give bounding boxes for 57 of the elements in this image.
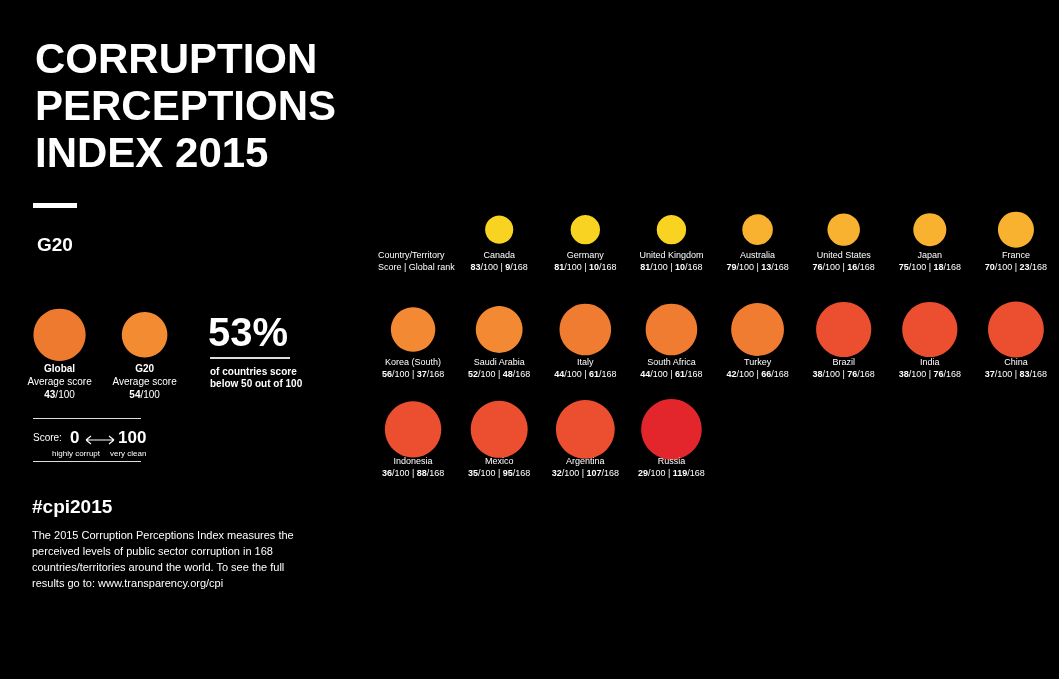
category-label: Australia xyxy=(740,249,776,260)
data-label: 44/100 | 61/168 xyxy=(640,368,703,379)
text: Score | Global rank xyxy=(378,261,456,272)
text: 0 xyxy=(70,428,80,447)
text: G20 xyxy=(135,363,155,375)
data-label: 81/100 | 10/168 xyxy=(554,261,617,272)
text: Country/Territory xyxy=(378,249,446,260)
data-label: 70/100 | 23/168 xyxy=(984,261,1048,272)
category-label: Brazil xyxy=(832,356,855,367)
category-label: South Africa xyxy=(647,356,696,367)
category-label: Mexico xyxy=(484,456,514,467)
category-label: China xyxy=(1004,356,1028,367)
category-label: Indonesia xyxy=(393,456,433,467)
category-label: Turkey xyxy=(743,356,772,367)
category-label: Germany xyxy=(566,249,605,260)
category-label: Korea (South) xyxy=(385,356,442,367)
data-label: 81/100 | 10/168 xyxy=(640,261,703,272)
data-label: 75/100 | 18/168 xyxy=(898,261,962,272)
data-label: 36/100 | 88/168 xyxy=(381,468,445,479)
text: Score: xyxy=(33,431,62,443)
category-label: United States xyxy=(816,249,872,260)
category-label: France xyxy=(1001,249,1030,260)
category-label: Argentina xyxy=(566,456,605,467)
text: 53% xyxy=(208,310,289,354)
category-label: Canada xyxy=(483,249,515,260)
text: The 2015 Corruption Perceptions Index measures the perceived levels of public sector corruption in 168 countries/territories around the world. To see the full results go to: www.transparency.org/cpi xyxy=(32,529,294,589)
text: Average score xyxy=(112,376,177,388)
data-label: 38/100 | 76/168 xyxy=(812,368,875,379)
data-label: 79/100 | 13/168 xyxy=(726,261,789,272)
category-label: Italy xyxy=(577,356,595,367)
category-label: United Kingdom xyxy=(639,249,704,260)
text: very clean xyxy=(110,448,147,458)
data-label: 52/100 | 48/168 xyxy=(467,368,531,379)
data-label: 32/100 | 107/168 xyxy=(551,468,620,479)
data-label: 29/100 | 119/168 xyxy=(637,468,705,479)
category-label: G20 xyxy=(37,234,73,255)
category-label: Japan xyxy=(917,249,943,260)
category-label: Global xyxy=(43,363,76,375)
data-label: 42/100 | 66/168 xyxy=(726,368,789,379)
data-label: 54/100 xyxy=(129,389,161,401)
data-label: 37/100 | 83/168 xyxy=(984,368,1048,379)
data-label: 38/100 | 76/168 xyxy=(898,368,962,379)
data-label: 44/100 | 61/168 xyxy=(554,368,617,379)
data-label: 43/100 xyxy=(44,389,76,401)
text: 100 xyxy=(118,428,147,447)
category-label: Saudi Arabia xyxy=(473,356,525,367)
data-label: 56/100 | 37/168 xyxy=(381,368,445,379)
data-label: 76/100 | 16/168 xyxy=(812,261,875,272)
data-label: 35/100 | 95/168 xyxy=(467,468,531,479)
category-label: India xyxy=(920,356,940,367)
text: Average score xyxy=(27,376,92,388)
data-label: 83/100 | 9/168 xyxy=(470,261,528,272)
text: of countries score below 50 out of 100 xyxy=(210,365,303,389)
text: #cpi2015 xyxy=(32,496,113,517)
category-label: Russia xyxy=(657,456,686,467)
text: CORRUPTION PERCEPTIONS INDEX 2015 xyxy=(35,35,337,176)
text: highly corrupt xyxy=(52,448,101,458)
